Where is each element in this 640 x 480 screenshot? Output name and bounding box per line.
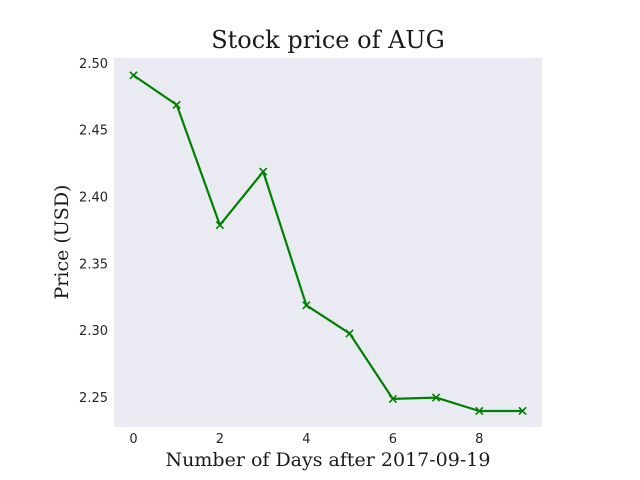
data-point-marker: [302, 301, 311, 310]
x-tick-label: 2: [216, 432, 224, 447]
x-tick-label: 8: [475, 432, 483, 447]
y-tick-label: 2.30: [79, 324, 108, 339]
data-point-marker: [215, 220, 225, 230]
data-point-marker: [129, 71, 138, 80]
series-line: [132, 74, 523, 413]
x-axis-ticks: 0 2 4 6 8: [129, 432, 483, 447]
y-tick-label: 2.50: [79, 57, 108, 72]
y-tick-label: 2.35: [79, 257, 108, 272]
y-tick-label: 2.25: [79, 391, 108, 406]
plot-area: [114, 58, 542, 427]
data-point-marker: [345, 329, 354, 338]
x-tick-label: 6: [389, 432, 397, 447]
y-axis-label: Price (USD): [51, 184, 73, 300]
x-tick-label: 0: [129, 432, 137, 447]
data-point-marker: [388, 394, 398, 404]
data-point-marker: [172, 100, 181, 109]
data-point-marker: [258, 167, 268, 176]
data-point-marker: [431, 393, 441, 402]
chart-title: Stock price of AUG: [211, 26, 445, 54]
y-axis-ticks: 2.25 2.30 2.35 2.40 2.45 2.50: [79, 57, 108, 406]
y-tick-label: 2.40: [79, 191, 108, 206]
x-axis-label: Number of Days after 2017-09-19: [165, 449, 491, 471]
x-tick-label: 4: [302, 432, 310, 447]
data-point-marker: [518, 406, 527, 416]
series-group: [129, 71, 527, 416]
data-point-marker: [475, 406, 484, 416]
y-tick-label: 2.45: [79, 124, 108, 139]
